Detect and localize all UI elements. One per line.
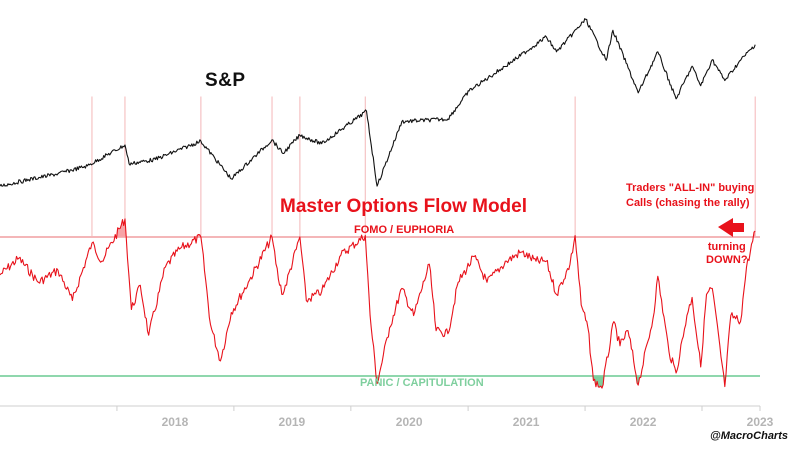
credit-label: @MacroCharts bbox=[710, 430, 788, 442]
spx-label: S&P bbox=[205, 70, 246, 91]
x-tick-label-2023: 2023 bbox=[747, 415, 774, 429]
turning-down-annotation: turning DOWN? bbox=[706, 241, 748, 267]
x-tick-label-2020: 2020 bbox=[396, 415, 423, 429]
x-tick-label-2021: 2021 bbox=[513, 415, 540, 429]
panic-label: PANIC / CAPITULATION bbox=[360, 377, 484, 389]
x-tick-label-2018: 2018 bbox=[162, 415, 189, 429]
turning-line-2: DOWN? bbox=[706, 254, 748, 266]
annotation-line-2: Calls (chasing the rally) bbox=[626, 197, 750, 209]
annotation-line-1: Traders "ALL-IN" buying bbox=[626, 182, 755, 194]
series-line-spx bbox=[0, 18, 756, 187]
model-title: Master Options Flow Model bbox=[280, 196, 528, 217]
turning-line-1: turning bbox=[707, 241, 746, 253]
series-line-model bbox=[0, 218, 756, 389]
x-tick-label-2019: 2019 bbox=[279, 415, 306, 429]
turning-arrow-icon bbox=[718, 218, 744, 237]
x-tick-label-2022: 2022 bbox=[630, 415, 657, 429]
fomo-label: FOMO / EUPHORIA bbox=[354, 224, 455, 236]
all-in-annotation: Traders "ALL-IN" buying Calls (chasing t… bbox=[626, 181, 754, 211]
